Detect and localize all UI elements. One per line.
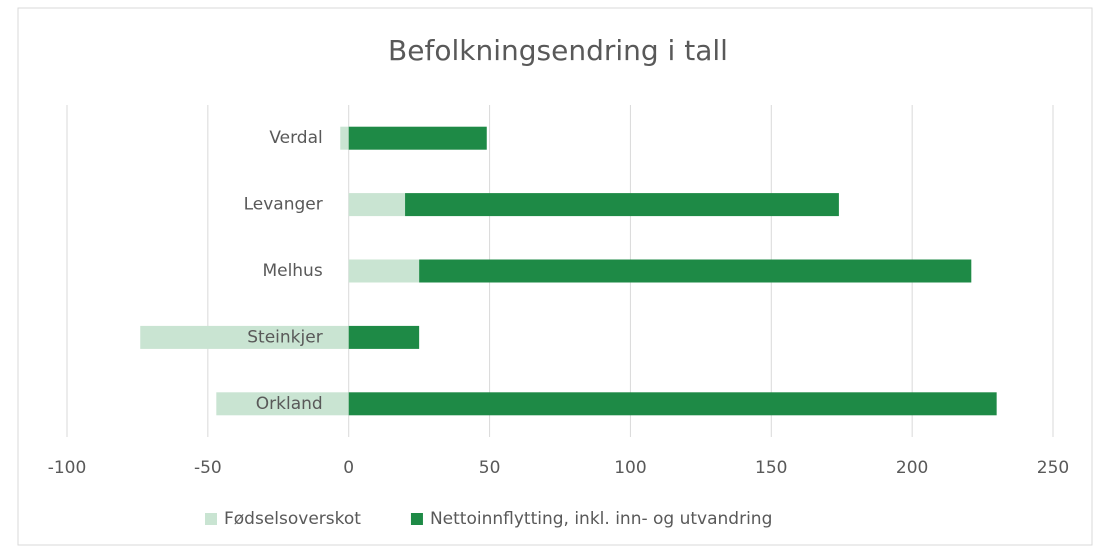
bar: [348, 259, 420, 283]
x-tick-label: 50: [479, 458, 501, 478]
bars: [140, 126, 997, 416]
bar: [348, 126, 487, 150]
category-label: Orkland: [256, 394, 323, 414]
labels: Verdal Levanger Melhus Steinkjer Orkland: [244, 128, 323, 414]
legend-swatch: [410, 513, 423, 525]
category-label: Levanger: [244, 195, 323, 215]
chart-title: Befolkningsendring i tall: [388, 34, 728, 67]
bar: [348, 325, 420, 349]
x-tick-label: 200: [896, 458, 928, 478]
bar: [405, 193, 839, 217]
x-tick-label: -50: [194, 458, 222, 478]
x-tick-label: 0: [343, 458, 354, 478]
legend-label: Nettoinnflytting, inkl. inn- og utvandri…: [430, 509, 772, 529]
category-label: Verdal: [269, 128, 322, 148]
legend-label: Fødselsoverskot: [224, 509, 361, 529]
category-label: Melhus: [262, 261, 322, 281]
bar: [340, 126, 349, 150]
bar: [348, 392, 997, 416]
bar: [140, 325, 349, 349]
x-tick-label: 250: [1037, 458, 1069, 478]
category-label: Steinkjer: [247, 327, 322, 347]
bar: [216, 392, 349, 416]
x-tick-label: 150: [755, 458, 787, 478]
x-tick-label: 100: [614, 458, 646, 478]
x-tick-label: -100: [48, 458, 87, 478]
bar: [419, 259, 972, 283]
legend-swatch: [205, 513, 217, 525]
bar: [348, 193, 406, 217]
